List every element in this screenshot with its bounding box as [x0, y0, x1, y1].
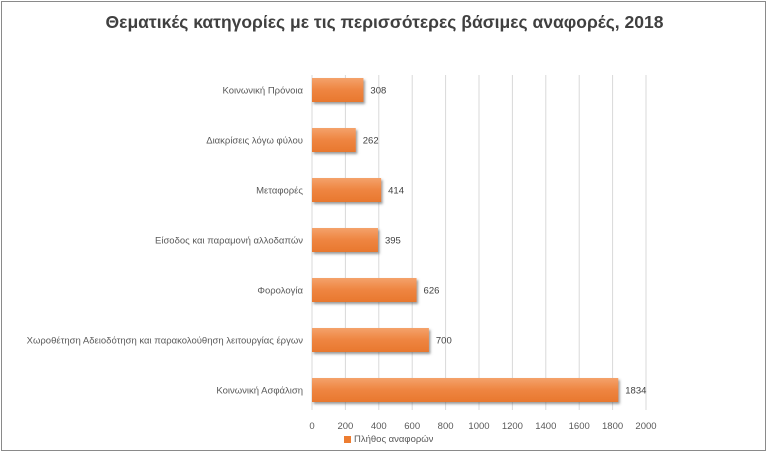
chart-title: Θεματικές κατηγορίες με τις περισσότερες… — [105, 12, 664, 32]
x-tick-label: 1800 — [602, 421, 623, 432]
category-label: Χωροθέτηση Αδειοδότηση και παρακολούθηση… — [27, 336, 304, 347]
legend-swatch — [344, 436, 351, 443]
data-label: 700 — [436, 336, 452, 347]
category-label: Κοινωνική Ασφάλιση — [216, 386, 303, 397]
bar — [312, 128, 356, 152]
data-label: 626 — [424, 286, 440, 297]
bar — [312, 178, 382, 202]
category-label: Διακρίσεις λόγω φύλου — [206, 136, 303, 147]
x-tick-label: 600 — [404, 421, 420, 432]
bar — [312, 328, 429, 352]
data-label: 308 — [370, 86, 386, 97]
x-tick-label: 0 — [309, 421, 314, 432]
data-label: 395 — [385, 236, 401, 247]
x-tick-label: 2000 — [635, 421, 656, 432]
bar — [312, 378, 619, 402]
category-label: Μεταφορές — [256, 186, 303, 197]
x-tick-label: 1400 — [535, 421, 556, 432]
data-label: 1834 — [625, 386, 646, 397]
x-tick-label: 1200 — [502, 421, 523, 432]
category-label: Είσοδος και παραμονή αλλοδαπών — [155, 236, 303, 247]
data-label: 414 — [388, 186, 404, 197]
legend-label: Πλήθος αναφορών — [354, 434, 434, 445]
category-label: Κοινωνική Πρόνοια — [223, 86, 304, 97]
bar — [312, 78, 364, 102]
x-tick-label: 800 — [438, 421, 454, 432]
bar — [312, 278, 417, 302]
legend: Πλήθος αναφορών — [344, 434, 433, 445]
x-tick-label: 1600 — [569, 421, 590, 432]
x-tick-label: 1000 — [468, 421, 489, 432]
data-label: 262 — [363, 136, 379, 147]
x-tick-label: 400 — [371, 421, 387, 432]
category-label: Φορολογία — [257, 286, 303, 297]
x-tick-label: 200 — [337, 421, 353, 432]
bar — [312, 228, 378, 252]
